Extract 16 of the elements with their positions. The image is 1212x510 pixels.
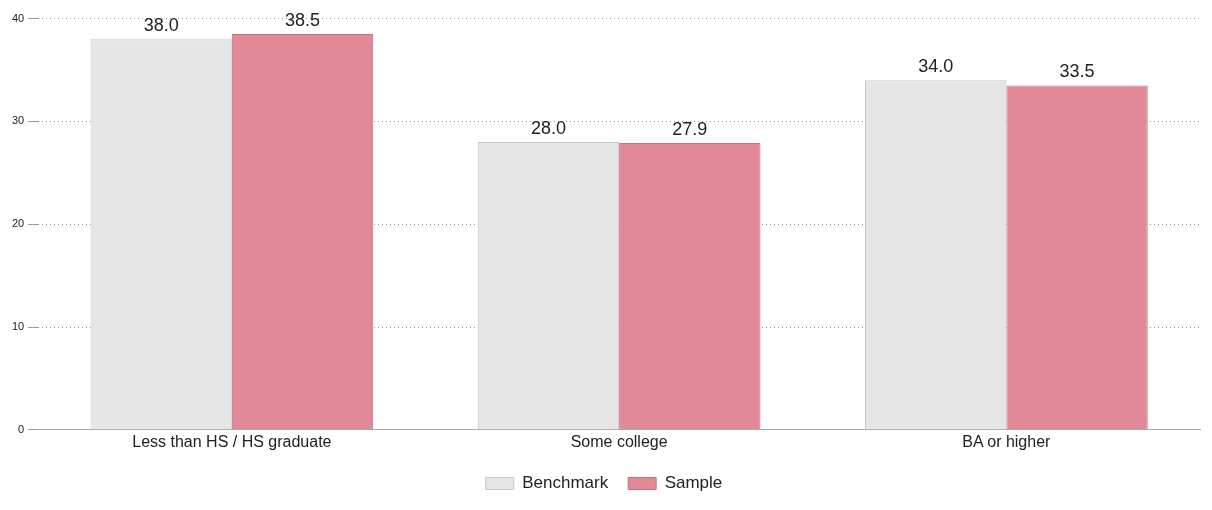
data-label: 38.5 [285,9,321,30]
y-tick-label: 10 [11,320,25,333]
legend-label: Benchmark [522,473,609,493]
y-tick-label: 20 [11,217,25,230]
y-tick-label: 40 [11,11,25,24]
data-label: 28.0 [530,117,566,138]
y-tick-label: 30 [11,114,25,127]
legend-label: Sample [664,473,723,493]
data-label: 27.9 [672,118,708,139]
x-tick-label: BA or higher [962,432,1052,450]
data-label: 34.0 [918,56,954,77]
y-tick-label: 0 [18,422,25,435]
data-label: 38.0 [143,15,179,36]
x-tick-label: Less than HS / HS graduate [132,432,332,450]
x-tick-label: Some college [570,432,668,450]
data-label: 33.5 [1059,61,1095,82]
